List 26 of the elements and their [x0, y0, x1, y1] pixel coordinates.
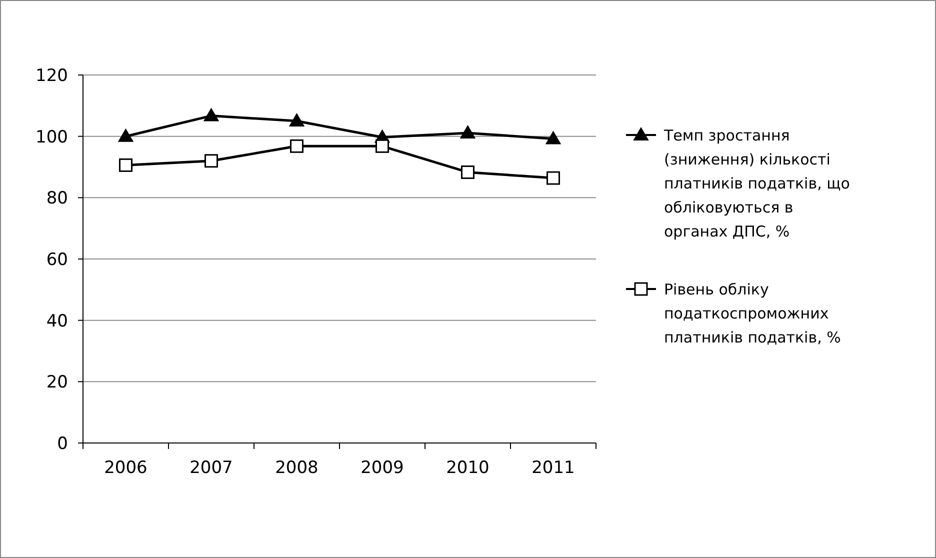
point: [118, 128, 134, 142]
point: [460, 125, 476, 138]
point: [119, 158, 132, 172]
y-tick-label: 100: [36, 127, 68, 148]
point: [546, 171, 560, 185]
point: [204, 154, 218, 168]
x-tick-label: 2011: [532, 458, 575, 478]
point: [376, 139, 389, 153]
x-tick-label: 2010: [446, 458, 490, 478]
point: [290, 139, 304, 153]
y-tick-label: 20: [46, 372, 68, 393]
y-tick-label: 0: [57, 434, 68, 454]
legend-label: Рівень обліку податкоспроможних платників податків, %: [664, 280, 841, 346]
point: [546, 131, 561, 144]
x-tick-label: 2008: [275, 458, 318, 478]
point: [289, 114, 304, 126]
legend-label: Темп зростання (зниження) кількості платників податків, що обліковуються в органах ДПС, %: [663, 126, 850, 240]
x-tick-label: 2006: [104, 458, 148, 478]
y-tick-label: 120: [36, 66, 68, 86]
y-tick-label: 80: [46, 188, 68, 209]
x-tick-label: 2007: [190, 458, 233, 478]
x-tick-label: 2009: [360, 458, 404, 478]
point: [461, 165, 474, 179]
y-tick-label: 60: [46, 250, 68, 270]
point: [204, 108, 219, 122]
y-tick-label: 40: [46, 311, 68, 332]
